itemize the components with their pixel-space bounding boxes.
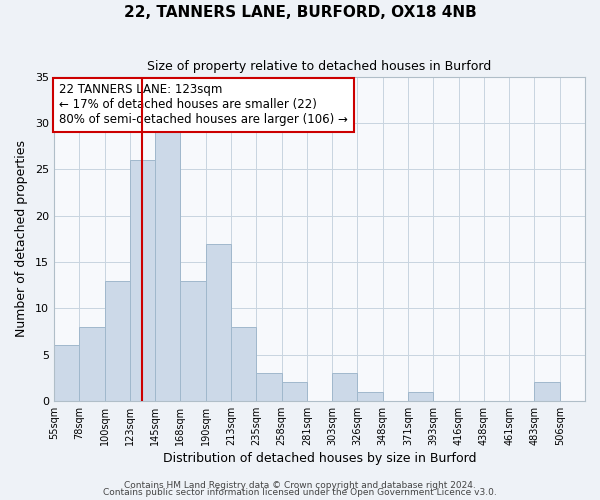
Bar [358, 392, 383, 401]
Bar [535, 382, 560, 401]
Text: 22, TANNERS LANE, BURFORD, OX18 4NB: 22, TANNERS LANE, BURFORD, OX18 4NB [124, 5, 476, 20]
Bar [155, 132, 181, 401]
Text: Contains HM Land Registry data © Crown copyright and database right 2024.: Contains HM Land Registry data © Crown c… [124, 480, 476, 490]
Bar [206, 244, 231, 401]
Y-axis label: Number of detached properties: Number of detached properties [15, 140, 28, 338]
Bar [231, 327, 256, 401]
Bar [181, 280, 206, 401]
X-axis label: Distribution of detached houses by size in Burford: Distribution of detached houses by size … [163, 452, 476, 465]
Bar [408, 392, 433, 401]
Bar [256, 373, 281, 401]
Bar [332, 373, 358, 401]
Bar [79, 327, 104, 401]
Bar [104, 280, 130, 401]
Bar [54, 346, 79, 401]
Text: Contains public sector information licensed under the Open Government Licence v3: Contains public sector information licen… [103, 488, 497, 497]
Text: 22 TANNERS LANE: 123sqm
← 17% of detached houses are smaller (22)
80% of semi-de: 22 TANNERS LANE: 123sqm ← 17% of detache… [59, 84, 348, 126]
Title: Size of property relative to detached houses in Burford: Size of property relative to detached ho… [148, 60, 491, 73]
Bar [130, 160, 155, 401]
Bar [281, 382, 307, 401]
